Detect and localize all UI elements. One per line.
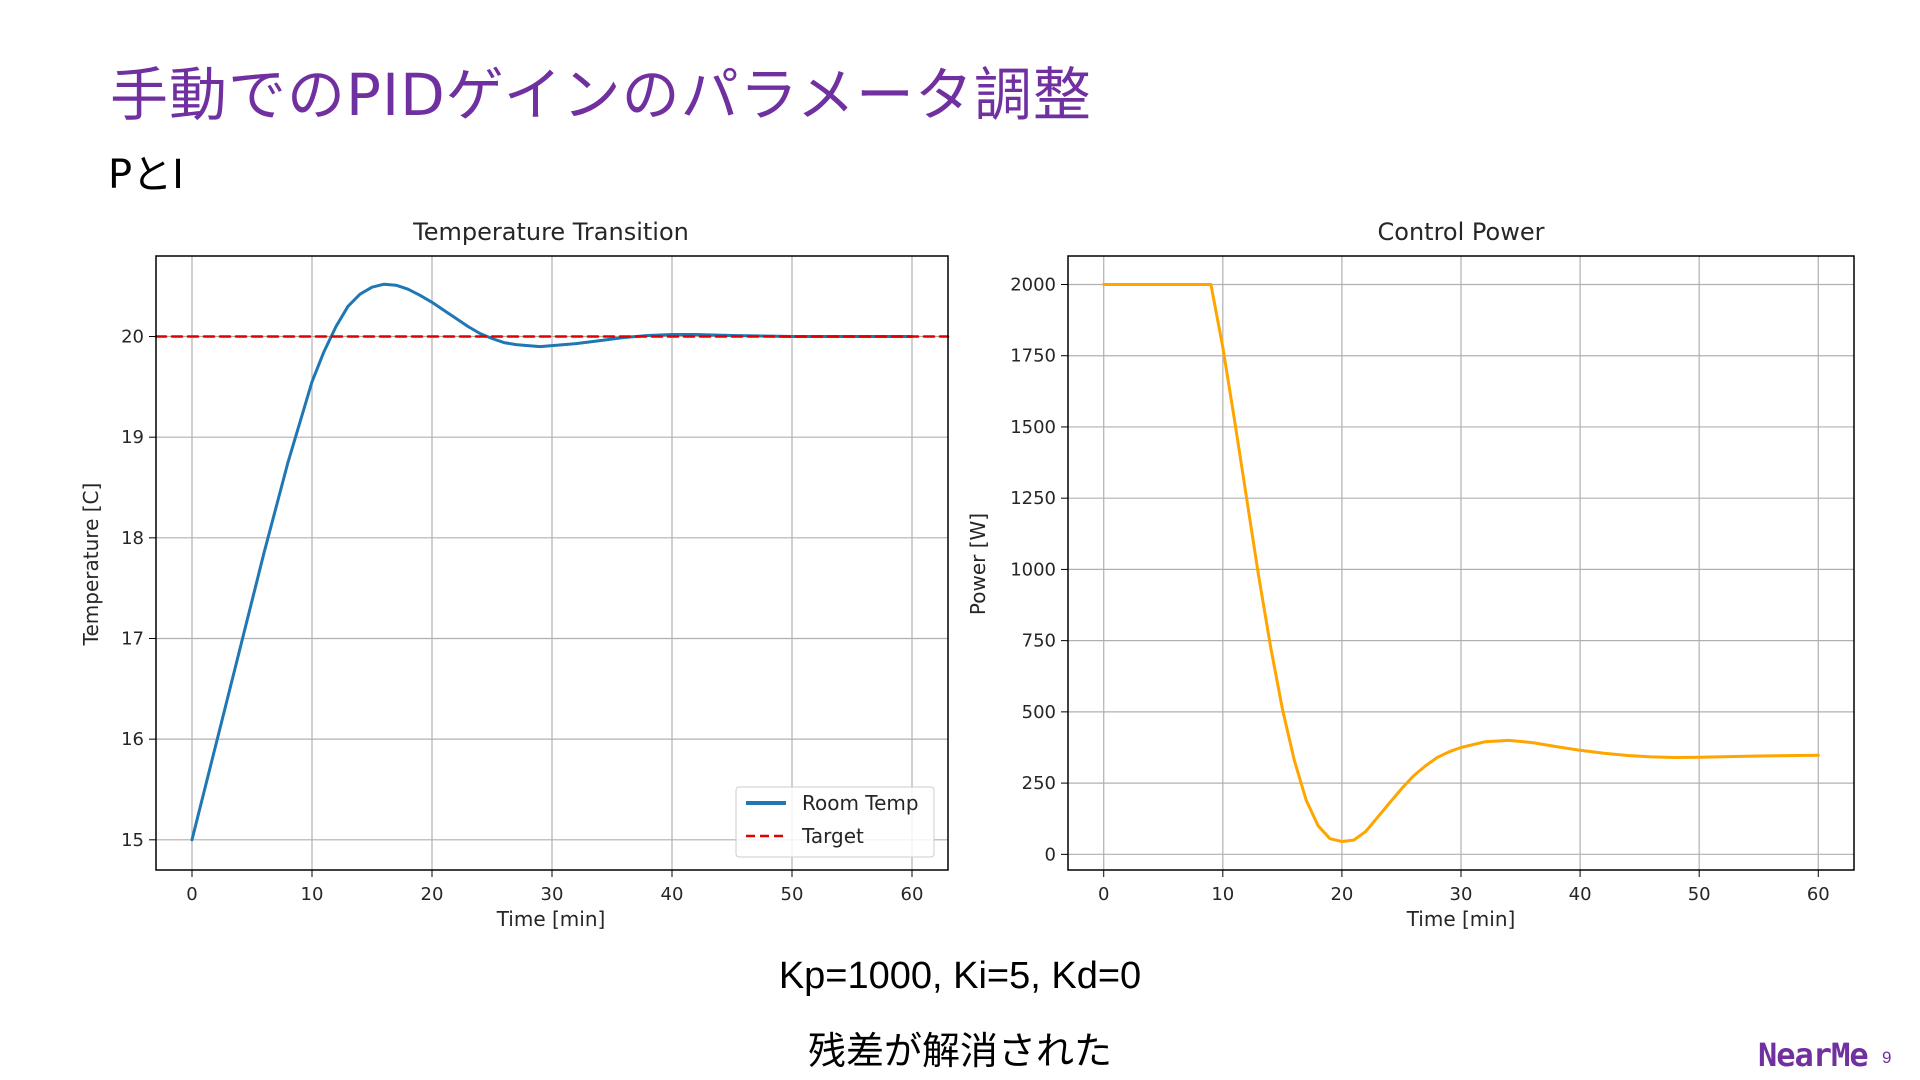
x-tick-label: 60 xyxy=(901,884,924,905)
y-tick-label: 16 xyxy=(121,729,144,750)
temperature-legend: Room Temp Target xyxy=(735,786,935,858)
y-tick-label: 1500 xyxy=(1010,417,1056,438)
gain-parameters: Kp=1000, Ki=5, Kd=0 xyxy=(778,955,1142,997)
x-tick-label: 40 xyxy=(1569,884,1592,905)
x-tick-label: 10 xyxy=(301,884,324,905)
x-tick-label: 50 xyxy=(781,884,804,905)
y-tick-label: 17 xyxy=(121,628,144,649)
y-tick-label: 750 xyxy=(1022,631,1056,652)
temperature-chart-frame xyxy=(155,255,949,871)
slide-subtitle: PとI xyxy=(108,152,184,198)
page-number: 9 xyxy=(1882,1048,1892,1067)
temperature-chart-xlabel: Time [min] xyxy=(496,907,606,931)
result-note: 残差が解消された xyxy=(807,1029,1112,1073)
y-tick-label: 250 xyxy=(1022,773,1056,794)
brand-logo: NearMe xyxy=(1758,1036,1869,1074)
y-tick-label: 18 xyxy=(121,528,144,549)
y-tick-label: 1250 xyxy=(1010,488,1056,509)
y-tick-label: 1750 xyxy=(1010,346,1056,367)
x-tick-label: 0 xyxy=(1098,884,1109,905)
y-tick-label: 2000 xyxy=(1010,274,1056,295)
x-tick-label: 30 xyxy=(1450,884,1473,905)
x-tick-label: 0 xyxy=(186,884,197,905)
temperature-chart: Temperature Transition 0 10 20 30 40 50 60 15 16… xyxy=(79,218,950,931)
y-tick-label: 500 xyxy=(1022,702,1056,723)
y-tick-label: 0 xyxy=(1045,844,1056,865)
power-chart-title: Control Power xyxy=(1378,218,1545,246)
temperature-chart-ylabel: Temperature [C] xyxy=(79,483,103,647)
y-tick-label: 19 xyxy=(121,427,144,448)
y-tick-label: 15 xyxy=(121,830,144,851)
power-chart: Control Power 0 10 20 30 40 50 60 0 250 500 750 100… xyxy=(966,218,1855,931)
temperature-chart-title: Temperature Transition xyxy=(412,218,689,246)
x-tick-label: 50 xyxy=(1688,884,1711,905)
legend-label-target: Target xyxy=(801,824,864,848)
y-tick-label: 1000 xyxy=(1010,559,1056,580)
x-tick-label: 20 xyxy=(1330,884,1353,905)
power-chart-ylabel: Power [W] xyxy=(966,513,990,615)
x-tick-label: 60 xyxy=(1807,884,1830,905)
x-tick-label: 10 xyxy=(1211,884,1234,905)
slide-title: 手動でのPIDゲインのパラメータ調整 xyxy=(110,61,1092,129)
legend-label-room-temp: Room Temp xyxy=(802,791,919,815)
x-tick-label: 20 xyxy=(421,884,444,905)
power-chart-frame xyxy=(1067,255,1855,871)
series-line-power xyxy=(1102,283,1820,843)
x-tick-label: 40 xyxy=(661,884,684,905)
y-tick-label: 20 xyxy=(121,327,144,348)
charts-figure: Temperature Transition 0 10 20 30 40 50 60 15 16… xyxy=(79,218,1855,931)
power-chart-xlabel: Time [min] xyxy=(1406,907,1516,931)
x-tick-label: 30 xyxy=(541,884,564,905)
